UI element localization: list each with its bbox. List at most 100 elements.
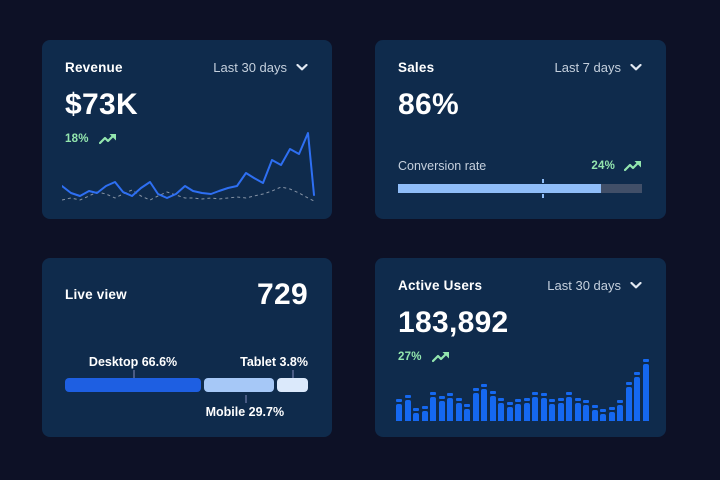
user-bar-body: [413, 413, 420, 421]
user-bar-body: [447, 398, 454, 421]
user-bar-cap: [549, 399, 556, 402]
user-bar-cap: [438, 396, 445, 399]
user-bar: [421, 406, 428, 421]
user-bar-cap: [532, 392, 539, 395]
user-bar-body: [557, 403, 564, 421]
user-bar: [634, 372, 641, 421]
user-bar-body: [617, 405, 624, 421]
active-users-card: Active Users Last 30 days 183,892 27%: [375, 258, 666, 437]
progress-track: [398, 184, 642, 193]
user-bar: [413, 408, 420, 421]
user-bar-cap: [574, 398, 581, 401]
active-users-bar-chart: [396, 359, 649, 421]
user-bar-cap: [625, 382, 632, 385]
sales-card-header: Sales Last 7 days: [398, 60, 642, 75]
revenue-value: $73K: [65, 88, 138, 121]
user-bar-cap: [634, 372, 641, 375]
user-bar-body: [421, 411, 428, 421]
revenue-delta-value: 18%: [65, 133, 89, 145]
user-bar-body: [396, 404, 403, 421]
user-bar: [447, 393, 454, 421]
device-breakdown-chart: Desktop 66.6% Tablet 3.8% Mobile 29.7%: [65, 355, 308, 419]
user-bar: [617, 400, 624, 421]
user-bar-body: [634, 377, 641, 421]
user-bar: [608, 407, 615, 421]
user-bar: [557, 398, 564, 421]
user-bar-body: [600, 414, 607, 421]
user-bar-body: [489, 396, 496, 421]
user-bar: [498, 398, 505, 421]
user-bar: [464, 404, 471, 421]
segment-desktop: [65, 378, 202, 392]
trend-up-icon: [98, 134, 116, 145]
user-bar-body: [591, 410, 598, 421]
desktop-tick: [133, 370, 136, 378]
segment-mobile: [204, 378, 274, 392]
user-bar: [506, 402, 513, 421]
conversion-rate-row: Conversion rate 24%: [398, 159, 642, 173]
progress-fill: [398, 184, 601, 193]
user-bar-cap: [617, 400, 624, 403]
desktop-label: Desktop 66.6%: [88, 355, 178, 369]
user-bar-cap: [455, 398, 462, 401]
live-view-title: Live view: [65, 287, 127, 302]
user-bar: [574, 398, 581, 421]
active-users-range-dropdown[interactable]: Last 30 days: [547, 278, 642, 293]
revenue-title: Revenue: [65, 60, 123, 75]
mobile-tick: [244, 395, 247, 403]
user-bar-cap: [421, 406, 428, 409]
user-bar-body: [515, 404, 522, 421]
user-bar-body: [549, 404, 556, 421]
user-bar: [566, 392, 573, 421]
user-bar: [404, 395, 411, 421]
user-bar: [532, 392, 539, 421]
user-bar: [549, 399, 556, 421]
user-bar-cap: [430, 392, 437, 395]
conversion-progress: [398, 179, 642, 198]
sales-value: 86%: [398, 88, 459, 121]
user-bar: [438, 396, 445, 421]
revenue-range-label: Last 30 days: [213, 60, 287, 75]
user-bar-body: [430, 397, 437, 421]
user-bar-cap: [396, 399, 403, 402]
user-bar-body: [506, 407, 513, 421]
user-bar-body: [464, 409, 471, 421]
active-users-value: 183,892: [398, 306, 509, 339]
user-bar-body: [523, 403, 530, 421]
revenue-range-dropdown[interactable]: Last 30 days: [213, 60, 308, 75]
user-bar: [600, 409, 607, 421]
sales-range-dropdown[interactable]: Last 7 days: [555, 60, 643, 75]
sales-range-label: Last 7 days: [554, 60, 622, 75]
user-bar-body: [455, 403, 462, 421]
user-bar-cap: [481, 384, 488, 387]
tablet-label: Tablet 3.8%: [240, 355, 308, 369]
user-bar-body: [532, 397, 539, 421]
sales-title: Sales: [398, 60, 435, 75]
revenue-line-chart: [62, 132, 315, 202]
user-bar-body: [498, 403, 505, 421]
device-stacked-bar: [65, 378, 308, 392]
active-users-title: Active Users: [398, 278, 483, 293]
live-view-value: 729: [257, 278, 308, 311]
user-bar-cap: [523, 398, 530, 401]
user-bar-cap: [566, 392, 573, 395]
user-bar-cap: [608, 407, 615, 410]
user-bar-cap: [591, 405, 598, 408]
user-bar-body: [472, 393, 479, 421]
chevron-down-icon: [296, 64, 308, 71]
user-bar-cap: [447, 393, 454, 396]
user-bar: [515, 399, 522, 421]
user-bar-cap: [464, 404, 471, 407]
user-bar-body: [608, 412, 615, 421]
user-bar-body: [566, 397, 573, 421]
conversion-rate-label: Conversion rate: [398, 159, 487, 173]
revenue-card-header: Revenue Last 30 days: [65, 60, 308, 75]
chevron-down-icon: [630, 282, 642, 289]
active-users-card-header: Active Users Last 30 days: [398, 278, 642, 293]
user-bar-cap: [557, 398, 564, 401]
live-view-card: Live view 729 Desktop 66.6% Tablet 3.8% …: [42, 258, 332, 437]
active-users-delta: 27%: [398, 351, 642, 363]
user-bar-cap: [600, 409, 607, 412]
user-bar: [540, 393, 547, 421]
trend-up-icon: [624, 161, 641, 172]
